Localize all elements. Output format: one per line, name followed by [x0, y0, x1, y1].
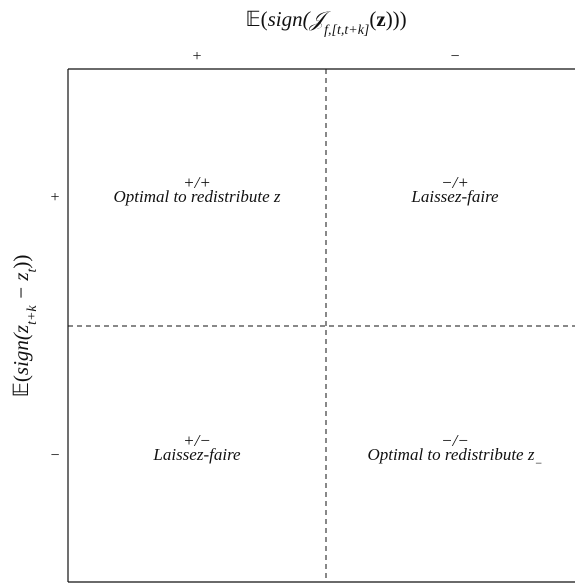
column-label: +: [192, 48, 201, 65]
title-part: 𝔼(: [9, 375, 33, 397]
title-part: sign: [268, 7, 303, 31]
quadrant-sign: −/−: [441, 431, 469, 450]
title-part: (z: [9, 325, 33, 340]
row-label: +: [50, 189, 59, 206]
quadrant-sign: −/+: [441, 173, 469, 192]
x-axis-title: 𝔼(sign(𝒥f,[t,t+k](z))): [245, 7, 406, 38]
title-part: (: [369, 7, 376, 31]
title-part: sign: [9, 340, 33, 375]
title-part: t: [25, 267, 40, 272]
label-part: Optimal to redistribute z: [367, 445, 534, 464]
quadrant-label: Optimal to redistribute z: [113, 187, 280, 206]
quadrant-label: Laissez-faire: [410, 187, 499, 206]
title-part: z: [376, 7, 385, 31]
quadrant-label: Optimal to redistribute z−: [367, 445, 542, 470]
title-part: − z: [9, 272, 33, 305]
quadrant-sign: +/−: [183, 431, 211, 450]
title-part: t+k: [25, 305, 40, 325]
label-part: −: [534, 456, 542, 470]
label-part: Optimal to redistribute z: [113, 187, 280, 206]
column-label: −: [450, 48, 459, 65]
row-label: −: [50, 447, 59, 464]
quadrant-label: Laissez-faire: [152, 445, 241, 464]
title-part: )): [9, 255, 33, 269]
label-part: Laissez-faire: [152, 445, 241, 464]
title-part: f,[t,t+k]: [324, 23, 369, 38]
title-part: 𝔼(: [245, 7, 267, 31]
quadrant-sign: +/+: [183, 173, 211, 192]
label-part: Laissez-faire: [410, 187, 499, 206]
y-axis-title: 𝔼(sign(zt+k − zt)): [9, 255, 40, 398]
title-part: ))): [386, 7, 407, 31]
